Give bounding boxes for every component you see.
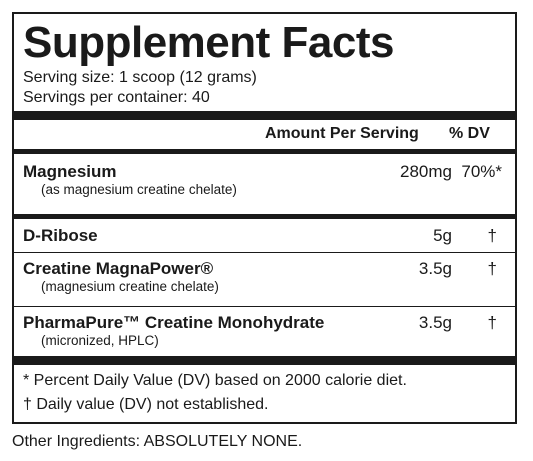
ingredient-amount: 3.5g (418, 313, 452, 332)
other-ingredients: Other Ingredients: ABSOLUTELY NONE. (12, 433, 303, 450)
ingredient-name: Creatine MagnaPower® (23, 259, 214, 278)
ingredient-amount: 280mg (400, 162, 452, 181)
supplement-facts-panel: Supplement Facts Serving size: 1 scoop (… (12, 12, 517, 424)
ingredient-dv: † (487, 259, 497, 278)
row-divider (14, 252, 515, 253)
ingredient-subtext: (as magnesium creatine chelate) (41, 182, 237, 197)
row-divider (14, 306, 515, 307)
serving-size: Serving size: 1 scoop (12 grams) (23, 69, 257, 86)
thick-divider (14, 111, 515, 120)
ingredient-name: Magnesium (23, 162, 117, 181)
not-established-footnote: † Daily value (DV) not established. (23, 396, 269, 413)
dv-header: % DV (449, 125, 490, 142)
ingredient-dv: 70%* (461, 162, 502, 181)
ingredient-dv: † (487, 226, 497, 245)
servings-per-container: Servings per container: 40 (23, 89, 210, 106)
ingredient-name: D-Ribose (23, 226, 98, 245)
ingredient-subtext: (magnesium creatine chelate) (41, 279, 219, 294)
ingredient-subtext: (micronized, HPLC) (41, 333, 159, 348)
panel-title: Supplement Facts (23, 18, 394, 67)
header-divider (14, 149, 515, 154)
ingredient-amount: 3.5g (418, 259, 452, 278)
ingredient-dv: † (487, 313, 497, 332)
amount-per-serving-header: Amount Per Serving (265, 125, 419, 142)
section-divider (14, 214, 515, 219)
thick-divider (14, 356, 515, 365)
ingredient-name: PharmaPure™ Creatine Monohydrate (23, 313, 325, 332)
ingredient-amount: 5g (433, 226, 452, 245)
dv-footnote: * Percent Daily Value (DV) based on 2000… (23, 372, 407, 389)
